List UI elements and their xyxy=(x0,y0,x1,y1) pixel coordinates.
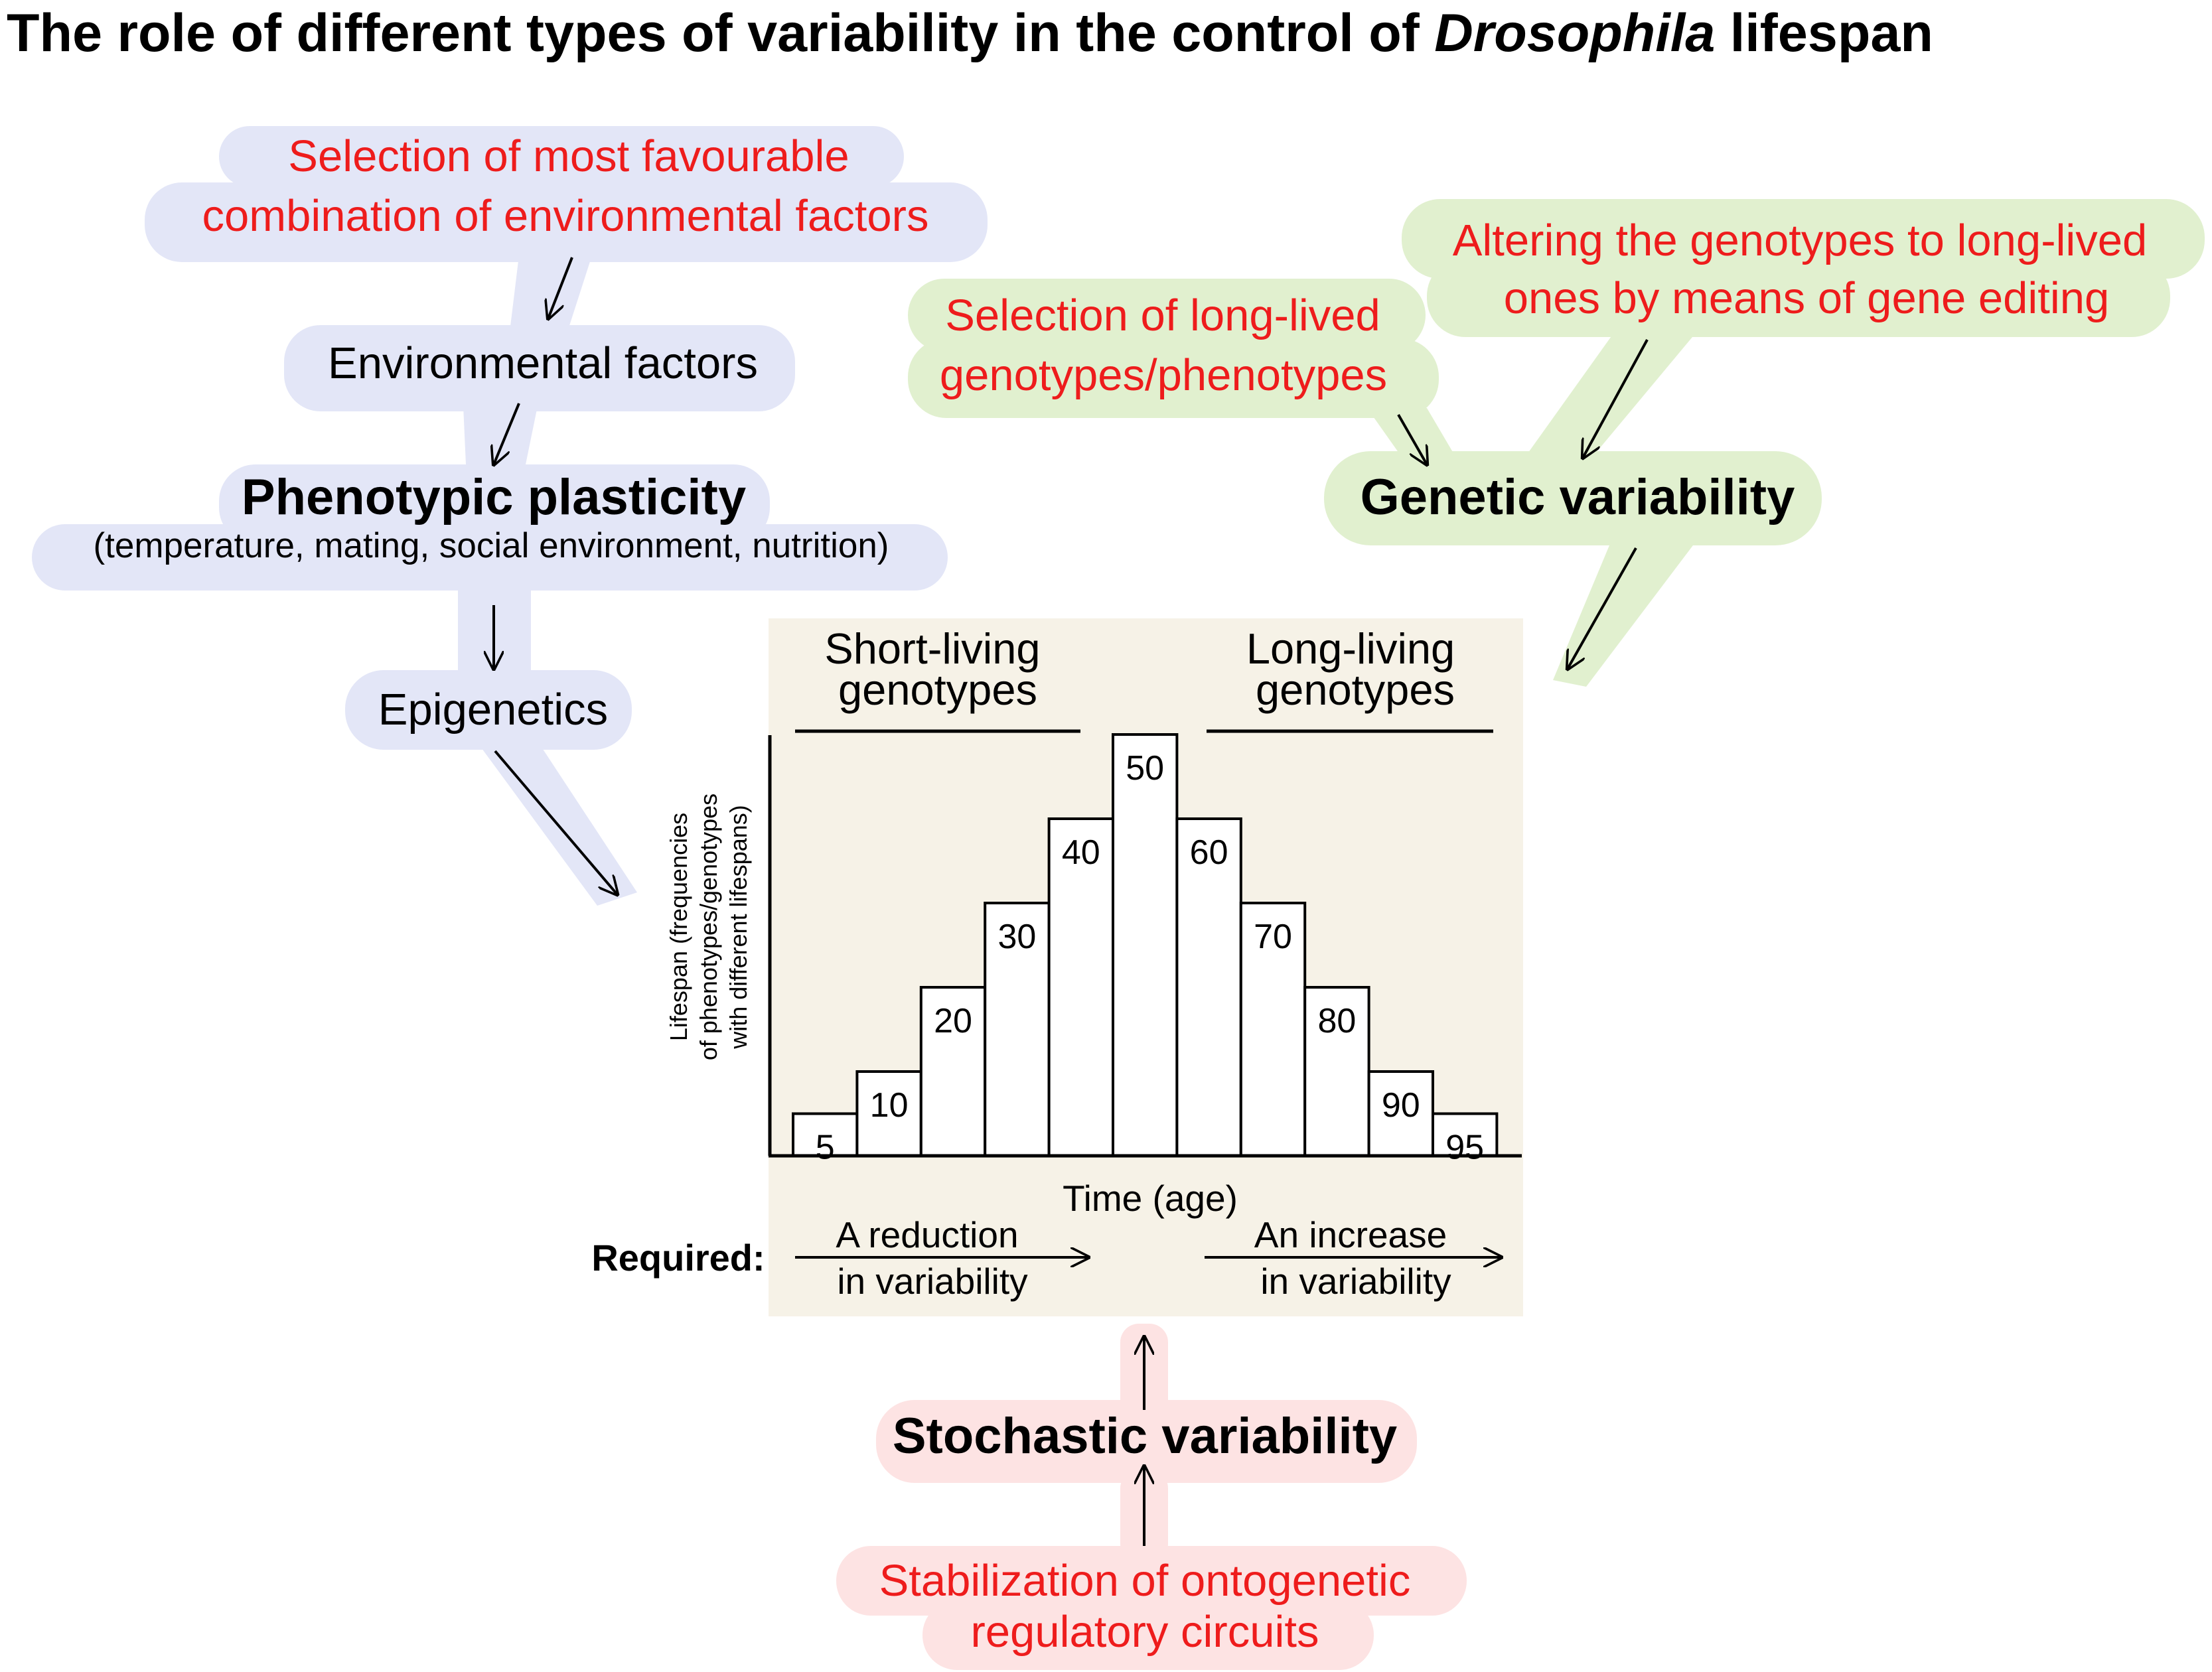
title-text: The role of different types of variabili… xyxy=(7,3,1933,64)
environmental-factors: Environmental factors xyxy=(328,338,758,388)
arrow-selection-to-genetic xyxy=(1397,414,1427,464)
title-after: lifespan xyxy=(1730,3,1933,63)
ylabel-line-3: with different lifespans) xyxy=(725,805,752,1050)
flow-arrows xyxy=(494,257,1649,1546)
arrow-env-to-plasticity xyxy=(494,403,520,464)
short-living-line-1: Short-living xyxy=(824,624,1040,673)
diagram-title: The role of different types of variabili… xyxy=(0,0,2212,73)
right-branch: Altering the genotypes to long-lived one… xyxy=(940,216,2147,525)
bar-label-30: 30 xyxy=(997,918,1036,956)
blue-region xyxy=(32,126,988,906)
arrow-editing-to-genetic xyxy=(1583,339,1649,458)
ylabel-line-2: of phenotypes/genotypes xyxy=(695,794,722,1060)
stabilization-line-1: Stabilization of ontogenetic xyxy=(879,1556,1411,1606)
increase-line-1: An increase xyxy=(1254,1214,1447,1255)
arrow-selection-to-env xyxy=(548,257,573,318)
selection-genotypes-line-1: Selection of long-lived xyxy=(945,291,1380,340)
selection-env-line-1: Selection of most favourable xyxy=(288,131,849,181)
bottom-branch: Stochastic variability Stabilization of … xyxy=(879,1408,1411,1657)
reduction-line-1: A reduction xyxy=(836,1214,1018,1255)
genetic-variability: Genetic variability xyxy=(1361,469,1795,525)
long-living-line-2: genotypes xyxy=(1256,665,1455,714)
bar-label-20: 20 xyxy=(934,1002,972,1040)
y-axis-label: Lifespan (frequencies of phenotypes/geno… xyxy=(665,794,752,1060)
bar-label-95: 95 xyxy=(1445,1129,1484,1167)
bar-30 xyxy=(984,902,1051,1157)
bar-label-10: 10 xyxy=(870,1086,909,1125)
gene-editing-line-1: Altering the genotypes to long-lived xyxy=(1453,216,2148,265)
short-living-line-2: genotypes xyxy=(838,665,1037,714)
title-before: The role of different types of variabili… xyxy=(7,3,1420,63)
stabilization-line-2: regulatory circuits xyxy=(970,1607,1319,1657)
lifespan-chart: Short-living genotypes Long-living genot… xyxy=(591,624,1522,1302)
arrow-epigenetics-to-chart xyxy=(494,750,617,894)
bar-label-40: 40 xyxy=(1062,833,1100,872)
bar-label-60: 60 xyxy=(1190,833,1228,872)
bar-label-90: 90 xyxy=(1382,1086,1420,1125)
required-label: Required: xyxy=(591,1237,765,1279)
phenotypic-plasticity: Phenotypic plasticity xyxy=(242,469,746,525)
bar-label-70: 70 xyxy=(1254,918,1292,956)
gene-editing-line-2: ones by means of gene editing xyxy=(1504,273,2110,323)
bar-label-80: 80 xyxy=(1317,1002,1356,1040)
bar-70 xyxy=(1239,902,1307,1157)
ylabel-line-1: Lifespan (frequencies xyxy=(665,813,692,1041)
reduction-line-2: in variability xyxy=(837,1261,1028,1302)
bar-20 xyxy=(919,986,987,1157)
title-italic: Drosophila xyxy=(1434,3,1716,63)
bar-50 xyxy=(1112,733,1179,1157)
arrow-genetic-to-chart xyxy=(1568,547,1637,669)
selection-genotypes-line-2: genotypes/phenotypes xyxy=(940,350,1387,400)
chart-bars: 5 10 20 30 40 50 60 70 80 90 95 xyxy=(792,733,1499,1167)
bar-60 xyxy=(1175,817,1242,1157)
selection-env-line-2: combination of environmental factors xyxy=(202,191,929,241)
plasticity-detail: (temperature, mating, social environment… xyxy=(94,526,889,565)
green-region xyxy=(908,199,2205,687)
x-axis-label: Time (age) xyxy=(1063,1178,1238,1219)
long-living-line-1: Long-living xyxy=(1246,624,1455,673)
stochastic-variability: Stochastic variability xyxy=(893,1408,1397,1464)
epigenetics: Epigenetics xyxy=(378,685,608,734)
bar-label-50: 50 xyxy=(1126,749,1164,788)
increase-line-2: in variability xyxy=(1260,1261,1451,1302)
bar-label-5: 5 xyxy=(816,1129,835,1167)
left-branch: Selection of most favourable combination… xyxy=(94,131,929,734)
